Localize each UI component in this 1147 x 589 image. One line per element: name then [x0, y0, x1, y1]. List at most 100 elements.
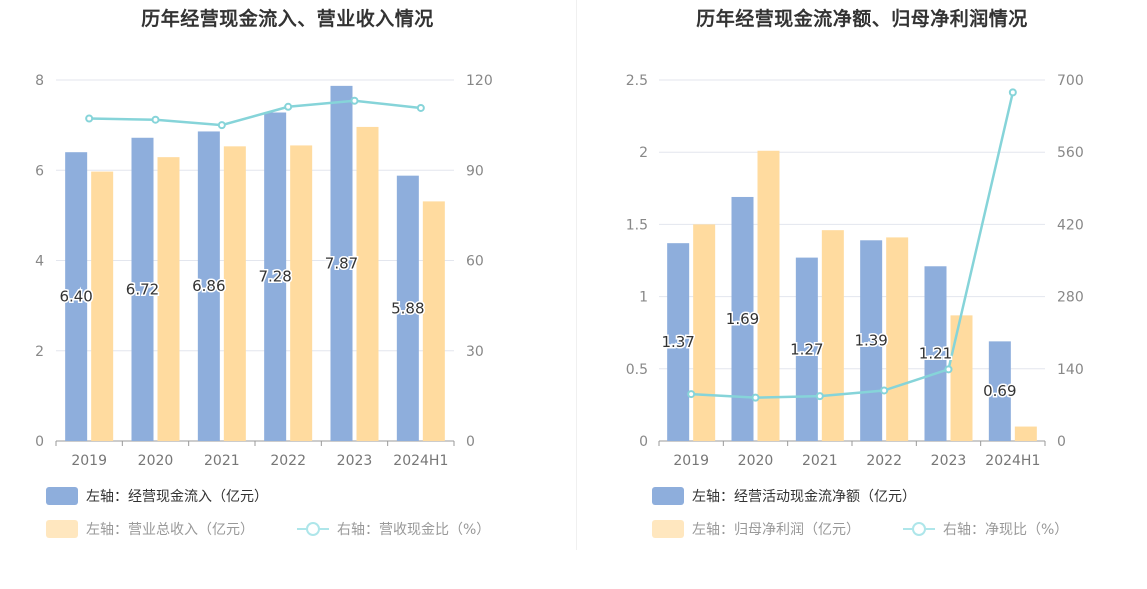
bar-blue	[924, 266, 947, 441]
chart-title: 历年经营现金流入、营业收入情况	[141, 8, 434, 30]
bar-blue	[396, 175, 419, 442]
legend-item-revenue[interactable]: 左轴：营业总收入（亿元）	[46, 519, 254, 539]
chart-plot-area: 0 0.5 1 1.5 2 2.5 0 140 280 420 560 700 2019 2020 2021…	[626, 73, 1084, 469]
chart-title: 历年经营现金流净额、归母净利润情况	[696, 8, 1028, 30]
legend-label: 左轴：经营现金流入（亿元）	[86, 489, 268, 505]
bar-blue	[197, 131, 220, 441]
left-axis-tick-label: 6	[35, 163, 44, 179]
bar-data-label: 6.40	[59, 288, 92, 306]
bar-yellow	[157, 157, 180, 441]
legend-swatch-yellow	[652, 520, 684, 538]
legend-item-net-profit[interactable]: 左轴：归母净利润（亿元）	[652, 519, 860, 539]
bar-yellow	[886, 237, 909, 441]
legend-item-cash-ratio[interactable]: 右轴：营收现金比（%）	[297, 519, 490, 539]
right-axis-tick-label: 280	[1057, 290, 1084, 306]
bar-yellow	[356, 126, 379, 442]
bar-data-label: 7.87	[325, 254, 358, 272]
ratio-point	[151, 115, 160, 124]
bar-blue	[65, 152, 88, 441]
legend-swatch-yellow	[46, 520, 78, 538]
legend-swatch-blue	[46, 487, 78, 505]
bar-data-label: 0.69	[983, 382, 1016, 400]
bar-yellow	[290, 145, 313, 441]
bar-yellow	[1014, 426, 1037, 441]
legend-label: 左轴：经营活动现金流净额（亿元）	[692, 489, 916, 505]
left-axis-tick-label: 4	[35, 254, 44, 270]
bar-blue	[330, 85, 353, 442]
x-axis-tick-label: 2019	[673, 453, 709, 469]
ratio-point	[687, 390, 696, 399]
bar-yellow	[821, 230, 844, 441]
ratio-point	[880, 386, 889, 395]
bar-data-label: 1.37	[661, 333, 694, 351]
ratio-point	[284, 102, 293, 111]
bar-yellow	[91, 171, 114, 441]
x-axis-tick-label: 2021	[204, 453, 240, 469]
legend-line-icon	[903, 520, 935, 538]
bar-yellow	[950, 315, 973, 441]
bar-yellow	[223, 146, 246, 442]
right-axis-tick-label: 120	[466, 73, 493, 89]
right-axis-tick-label: 0	[1057, 434, 1066, 450]
chart-panel-netcash-profit: 历年经营现金流净额、归母净利润情况 0 0.5 1 1.5 2 2.5 0 140 280 420…	[577, 0, 1147, 589]
legend-item-net-cash-ratio[interactable]: 右轴：净现比（%）	[903, 519, 1068, 539]
ratio-point	[751, 393, 760, 402]
legend-line-icon	[297, 520, 329, 538]
bar-blue	[667, 243, 690, 441]
legend-item-net-cashflow[interactable]: 左轴：经营活动现金流净额（亿元）	[652, 486, 916, 506]
right-axis-tick-label: 60	[466, 254, 484, 270]
bar-blue	[988, 341, 1011, 441]
left-axis-tick-label: 0.5	[626, 362, 648, 378]
bar-data-label: 1.39	[854, 332, 887, 350]
ratio-point	[416, 103, 425, 112]
ratio-point	[1008, 88, 1017, 97]
legend-swatch-blue	[652, 487, 684, 505]
chart-plot-area: 0 2 4 6 8 0 30 60 90 120 2019 2020 2021 2022 2023 2024H…	[35, 73, 493, 469]
bar-data-label: 5.88	[391, 299, 424, 317]
ratio-point	[85, 114, 94, 123]
right-axis-tick-label: 700	[1057, 73, 1084, 89]
right-axis-tick-label: 420	[1057, 217, 1084, 233]
left-axis-tick-label: 0	[639, 434, 648, 450]
right-axis-tick-label: 30	[466, 344, 484, 360]
ratio-point	[815, 392, 824, 401]
x-axis-tick-label: 2022	[866, 453, 902, 469]
x-axis-tick-label: 2024H1	[985, 453, 1040, 469]
legend-label: 右轴：净现比（%）	[943, 522, 1069, 538]
ratio-point	[217, 121, 226, 130]
bar-yellow	[693, 224, 716, 441]
x-axis-tick-label: 2024H1	[393, 453, 448, 469]
bar-yellow	[757, 150, 780, 442]
right-axis-tick-label: 0	[466, 434, 475, 450]
left-axis-tick-label: 1.5	[626, 217, 648, 233]
legend-item-cash-inflow[interactable]: 左轴：经营现金流入（亿元）	[46, 486, 268, 506]
chart-panel-cashflow-revenue: 历年经营现金流入、营业收入情况 0 2 4 6 8 0 30 60 90 120 2019 2020 2…	[35, 8, 493, 539]
x-axis-tick-label: 2019	[71, 453, 107, 469]
ratio-point	[944, 365, 953, 374]
bar-data-label: 6.86	[192, 277, 225, 295]
legend-label: 左轴：营业总收入（亿元）	[86, 522, 254, 538]
x-axis-tick-label: 2020	[138, 453, 174, 469]
bar-data-label: 6.72	[126, 280, 159, 298]
ratio-point	[350, 96, 359, 105]
left-axis-tick-label: 8	[35, 73, 44, 89]
bar-data-label: 7.28	[258, 268, 291, 286]
x-axis-tick-label: 2021	[802, 453, 838, 469]
bar-blue	[264, 112, 287, 442]
bar-data-label: 1.21	[919, 345, 952, 363]
legend-label: 右轴：营收现金比（%）	[337, 522, 491, 538]
bar-yellow	[422, 201, 445, 441]
x-axis-tick-label: 2023	[931, 453, 967, 469]
right-axis-tick-label: 140	[1057, 362, 1084, 378]
panel-divider	[576, 0, 577, 550]
left-axis-tick-label: 1	[639, 290, 648, 306]
left-axis-tick-label: 2	[35, 344, 44, 360]
left-axis-tick-label: 0	[35, 434, 44, 450]
right-axis-tick-label: 560	[1057, 145, 1084, 161]
bar-data-label: 1.69	[726, 310, 759, 328]
left-axis-tick-label: 2	[639, 145, 648, 161]
left-axis-tick-label: 2.5	[626, 73, 648, 89]
right-axis-tick-label: 90	[466, 163, 484, 179]
ratio-line	[89, 99, 421, 127]
legend-label: 左轴：归母净利润（亿元）	[692, 522, 860, 538]
